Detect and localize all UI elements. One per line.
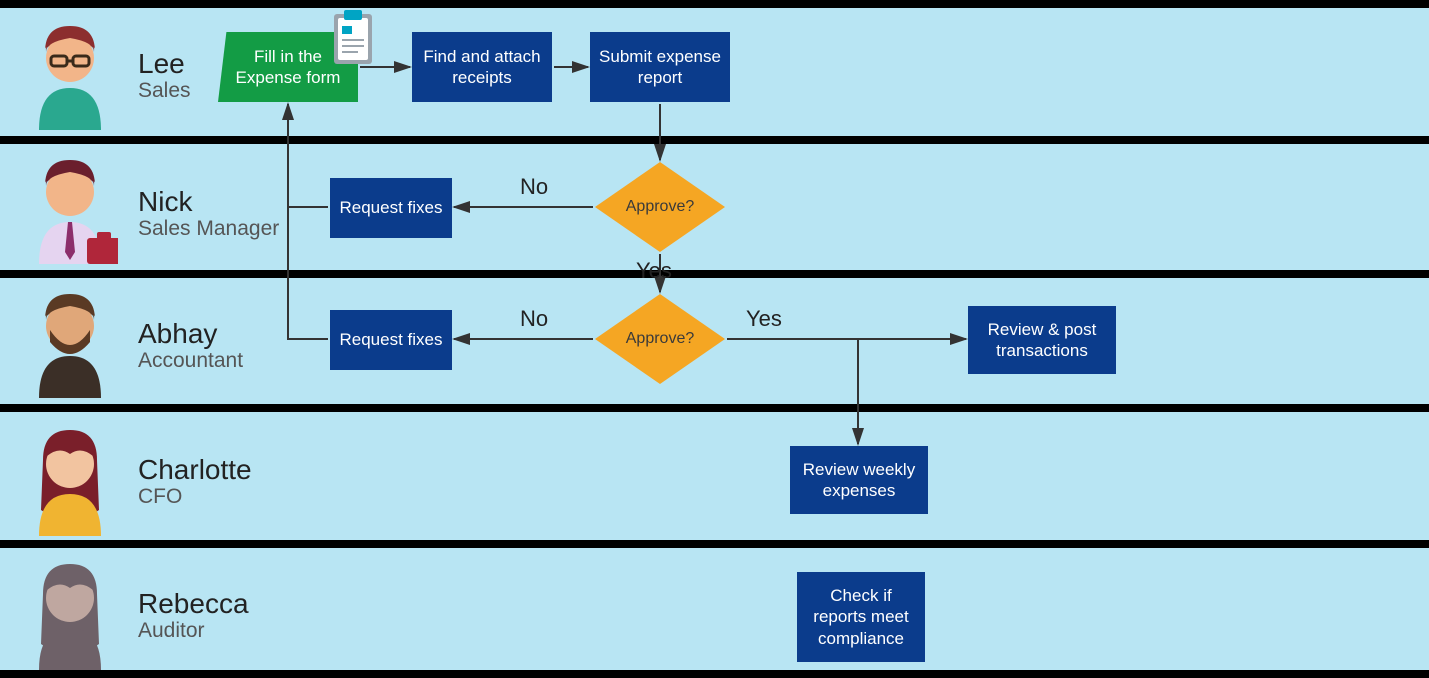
node-req_fixes2: Request fixes bbox=[330, 310, 452, 370]
lane-border bbox=[0, 540, 1429, 548]
avatar-charlotte bbox=[22, 424, 112, 534]
persona-name-rebecca: Rebecca bbox=[138, 590, 249, 618]
node-submit_report: Submit expense report bbox=[590, 32, 730, 102]
avatar-abhay bbox=[22, 286, 112, 396]
edge-label: No bbox=[520, 306, 548, 332]
edge bbox=[288, 104, 328, 207]
persona-role-nick: Sales Manager bbox=[138, 218, 279, 239]
persona-name-abhay: Abhay bbox=[138, 320, 217, 348]
avatar-nick bbox=[22, 152, 112, 262]
persona-role-abhay: Accountant bbox=[138, 350, 243, 371]
swimlane-canvas: LeeSales NickSales Manager AbhayAccountant… bbox=[0, 0, 1429, 678]
persona-name-lee: Lee bbox=[138, 50, 185, 78]
persona-role-charlotte: CFO bbox=[138, 486, 182, 507]
edge-label: Yes bbox=[746, 306, 782, 332]
edge-label: No bbox=[520, 174, 548, 200]
clipboard-icon bbox=[330, 8, 376, 71]
persona-role-rebecca: Auditor bbox=[138, 620, 205, 641]
lane-border bbox=[0, 136, 1429, 144]
node-check_comp: Check if reports meet compliance bbox=[797, 572, 925, 662]
lane-border bbox=[0, 270, 1429, 278]
persona-name-charlotte: Charlotte bbox=[138, 456, 252, 484]
lane-border bbox=[0, 404, 1429, 412]
persona-role-lee: Sales bbox=[138, 80, 191, 101]
node-req_fixes1: Request fixes bbox=[330, 178, 452, 238]
node-review_weekly: Review weekly expenses bbox=[790, 446, 928, 514]
lane-border bbox=[0, 0, 1429, 8]
edge-label: Yes bbox=[636, 258, 672, 284]
node-find_receipts: Find and attach receipts bbox=[412, 32, 552, 102]
decision-label-approve1: Approve? bbox=[595, 162, 725, 252]
avatar-rebecca bbox=[22, 558, 112, 668]
node-review_post: Review & post transactions bbox=[968, 306, 1116, 374]
decision-approve2: Approve? bbox=[595, 294, 725, 384]
decision-label-approve2: Approve? bbox=[595, 294, 725, 384]
persona-name-nick: Nick bbox=[138, 188, 192, 216]
avatar-lee bbox=[22, 18, 112, 128]
decision-approve1: Approve? bbox=[595, 162, 725, 252]
edge bbox=[288, 139, 328, 339]
lane-border bbox=[0, 670, 1429, 678]
